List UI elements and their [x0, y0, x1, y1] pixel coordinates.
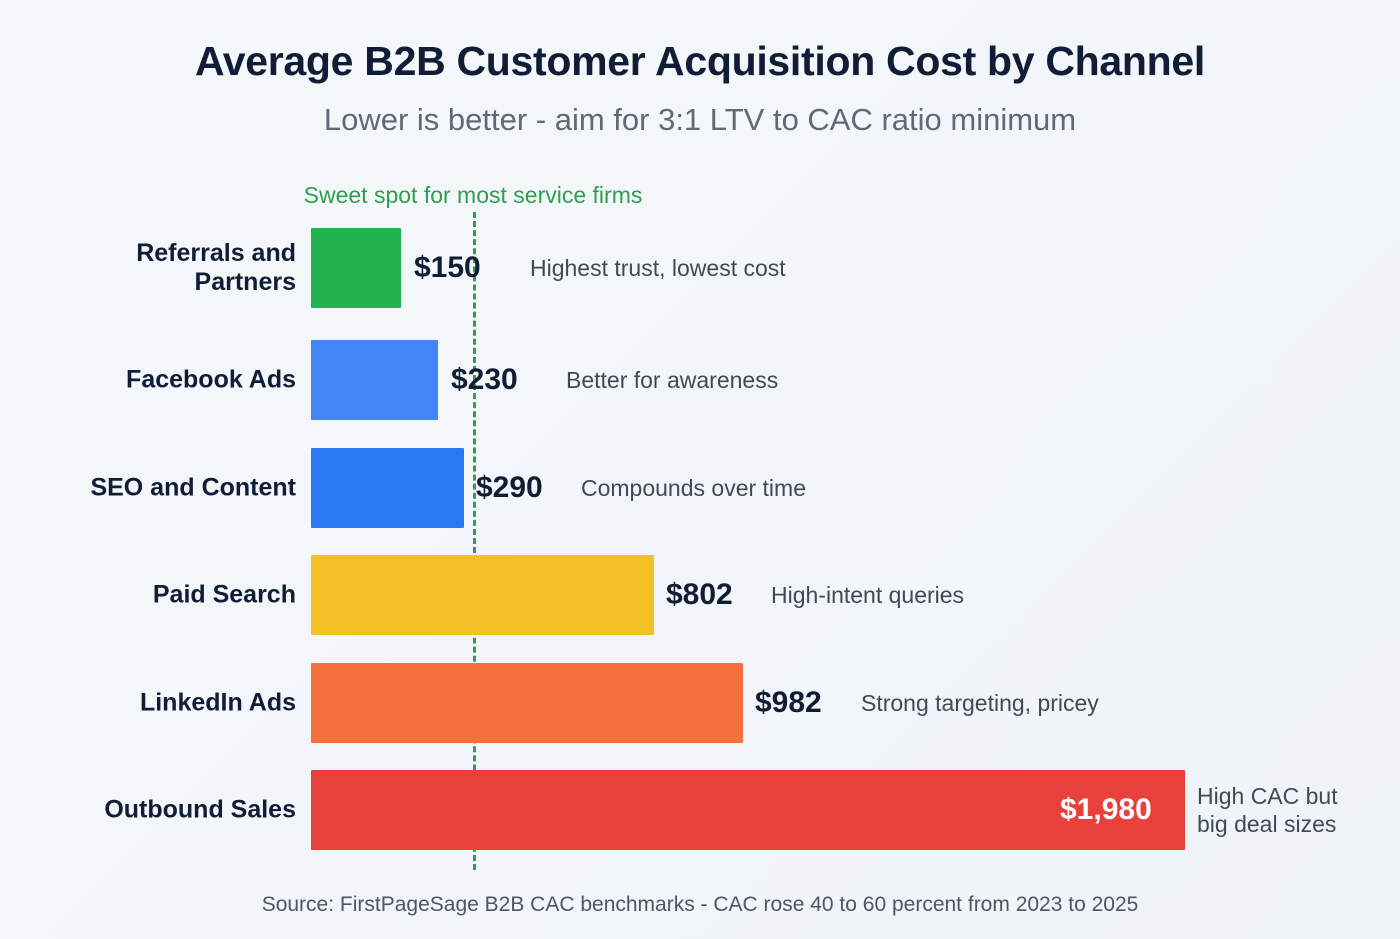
bar-value-label: $290	[476, 471, 543, 504]
reference-line-label: Sweet spot for most service firms	[303, 182, 643, 208]
category-label: LinkedIn Ads	[139, 688, 296, 717]
bar-annotation: Strong targeting, pricey	[861, 689, 1099, 716]
bar-value-label: $982	[755, 686, 822, 719]
bar-value-label: $230	[451, 363, 518, 396]
bar-row: Paid Search $802 High-intent queries	[0, 555, 1400, 635]
bar-annotation: Compounds over time	[581, 474, 806, 501]
bar-row: SEO and Content $290 Compounds over time	[0, 448, 1400, 528]
source-note: Source: FirstPageSage B2B CAC benchmarks…	[261, 893, 1139, 916]
bar[interactable]	[311, 555, 654, 635]
bar[interactable]	[311, 770, 1185, 850]
bar[interactable]	[311, 448, 464, 528]
bar-value-label: $802	[666, 578, 733, 611]
chart-title: Average B2B Customer Acquisition Cost by…	[194, 38, 1206, 84]
bar-value-label: $150	[414, 251, 481, 284]
category-label: Referrals and Partners	[136, 238, 296, 296]
category-label: Facebook Ads	[126, 365, 296, 394]
bar[interactable]	[311, 663, 743, 743]
category-label: Paid Search	[152, 580, 296, 609]
bar[interactable]	[311, 228, 401, 308]
bar[interactable]	[311, 340, 438, 420]
chart-subtitle: Lower is better - aim for 3:1 LTV to CAC…	[323, 102, 1077, 137]
bar-annotation: High-intent queries	[771, 581, 965, 608]
bar-row: Facebook Ads $230 Better for awareness	[0, 340, 1400, 420]
reference-line	[473, 212, 476, 870]
bar-annotation: High CAC but big deal sizes	[1197, 782, 1338, 837]
bar-row: Outbound Sales $1,980 High CAC but big dea…	[0, 770, 1400, 850]
bar-annotation: Better for awareness	[566, 366, 779, 393]
bar-row: Referrals and Partners $150 Highest trust,…	[0, 228, 1400, 308]
bar-row: LinkedIn Ads $982 Strong targeting, pricey	[0, 663, 1400, 743]
bar-value-label: $1,980	[1060, 793, 1152, 826]
category-label: Outbound Sales	[104, 795, 296, 824]
category-label: SEO and Content	[90, 473, 296, 502]
bar-annotation: Highest trust, lowest cost	[530, 254, 786, 281]
